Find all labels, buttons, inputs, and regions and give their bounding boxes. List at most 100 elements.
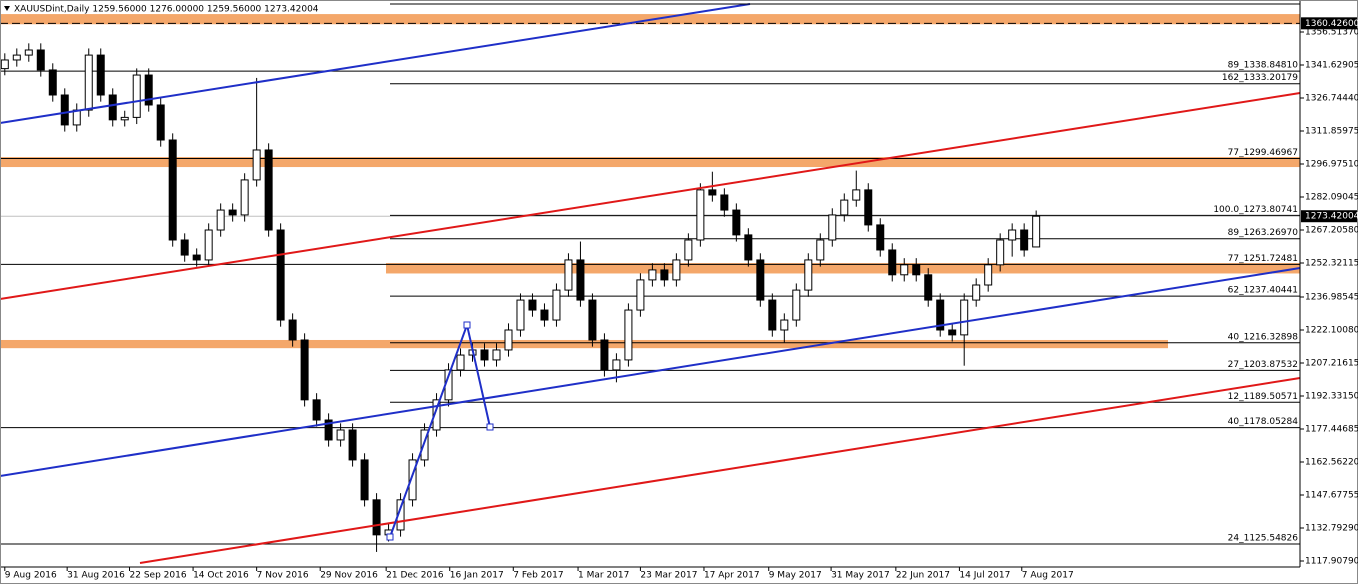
y-tick-label: 1207.21615 (1305, 358, 1358, 368)
x-tick-label: 9 Aug 2016 (5, 571, 57, 581)
level-label: 162_1333.20179 (1222, 73, 1298, 83)
candle-body (816, 239, 825, 261)
candle-body (300, 339, 309, 401)
level-label: 40_1178.05284 (1228, 417, 1299, 427)
candle-body (228, 209, 237, 216)
candle-body (552, 289, 561, 321)
candle-body (960, 299, 969, 336)
candle-body (624, 309, 633, 361)
level-label: 24_1125.54826 (1228, 534, 1299, 544)
x-tick-label: 1 Mar 2017 (578, 571, 629, 581)
candle-body (312, 399, 321, 421)
candle-body (252, 149, 261, 181)
y-tick-label: 1267.20580 (1305, 226, 1358, 236)
candle-body (0, 59, 9, 70)
candle-body (324, 419, 333, 441)
candle-body (912, 264, 921, 276)
candle-body (12, 54, 21, 61)
candle-body (288, 319, 297, 341)
candle-body (276, 229, 285, 321)
y-tick-label: 1326.74440 (1305, 94, 1358, 104)
x-tick-label: 7 Feb 2017 (513, 571, 563, 581)
y-tick-label: 1117.90790 (1305, 556, 1358, 566)
candle-body (408, 459, 417, 501)
candle-body (528, 299, 537, 311)
candle-body (240, 179, 249, 216)
price-box (1301, 210, 1357, 223)
level-label: 89_1338.84810 (1228, 61, 1299, 71)
level-label: 77_1251.72481 (1228, 254, 1298, 264)
y-tick-label: 1177.44685 (1305, 424, 1358, 434)
y-tick-label: 1311.85975 (1305, 127, 1358, 137)
x-tick-label: 16 Jan 2017 (450, 571, 504, 581)
candle-body (168, 139, 177, 241)
candle-body (204, 229, 213, 261)
y-tick-label: 1341.62905 (1305, 61, 1358, 71)
trend-line (0, 3, 751, 124)
candle-body (264, 149, 273, 231)
candle-body (48, 69, 57, 96)
candle-body (348, 429, 357, 461)
candle-body (132, 74, 141, 118)
y-tick-label: 1162.56220 (1305, 457, 1358, 467)
candle-body (108, 94, 117, 121)
candle-body (1032, 215, 1041, 248)
candle-body (144, 74, 153, 106)
candle-body (192, 254, 201, 261)
x-tick-label: 21 Dec 2016 (386, 571, 444, 581)
candle-body (888, 249, 897, 276)
candle-body (732, 209, 741, 236)
anchor (486, 423, 494, 431)
trend-line (0, 267, 1301, 477)
candle-body (876, 224, 885, 251)
y-tick-label: 1296.97510 (1305, 160, 1358, 170)
candle-body (432, 399, 441, 431)
candle-body (984, 264, 993, 286)
candle-body (768, 299, 777, 331)
zone (386, 263, 1300, 274)
candle-body (924, 274, 933, 301)
zone (0, 339, 1168, 349)
candle-body (720, 194, 729, 211)
candle-body (828, 214, 837, 241)
candle-body (612, 359, 621, 371)
candle-body (936, 299, 945, 331)
candle-body (708, 189, 717, 196)
y-tick-label: 1147.67755 (1305, 490, 1358, 500)
candle-body (756, 259, 765, 301)
x-tick-label: 29 Nov 2016 (320, 571, 378, 581)
candle-body (72, 109, 81, 126)
level-label: 89_1263.26970 (1228, 228, 1299, 238)
candle-body (420, 429, 429, 461)
x-tick-label: 31 May 2017 (831, 571, 890, 581)
candle-body (996, 239, 1005, 266)
candle-body (744, 234, 753, 261)
candle-body (900, 264, 909, 276)
x-tick-label: 9 May 2017 (769, 571, 822, 581)
anchor (463, 321, 471, 329)
y-tick-label: 1252.32115 (1305, 259, 1358, 269)
level-label: 12_1189.50571 (1228, 392, 1298, 402)
level-label: 77_1299.46967 (1228, 148, 1298, 158)
chart-title: XAUUSDint,Daily 1259.56000 1276.00000 12… (14, 5, 319, 15)
candle-body (1020, 229, 1029, 251)
candle-body (336, 429, 345, 441)
candle-body (516, 299, 525, 331)
x-tick-label: 22 Sep 2016 (130, 571, 187, 581)
candle-body (216, 209, 225, 231)
x-tick-label: 14 Oct 2016 (193, 571, 249, 581)
candle-body (588, 299, 597, 341)
price-box-label: 1273.42004 (1305, 212, 1358, 222)
candle-body (864, 189, 873, 226)
candle-body (24, 49, 33, 56)
candle-body (36, 49, 45, 71)
price-box-label: 1360.42600 (1305, 19, 1358, 29)
candle-body (540, 309, 549, 321)
candle-body (636, 279, 645, 311)
candle-body (684, 239, 693, 261)
candle-body (576, 259, 585, 301)
y-tick-label: 1132.79290 (1305, 523, 1358, 533)
price-box (1301, 17, 1357, 30)
candle-body (780, 319, 789, 331)
zone (0, 157, 1300, 168)
